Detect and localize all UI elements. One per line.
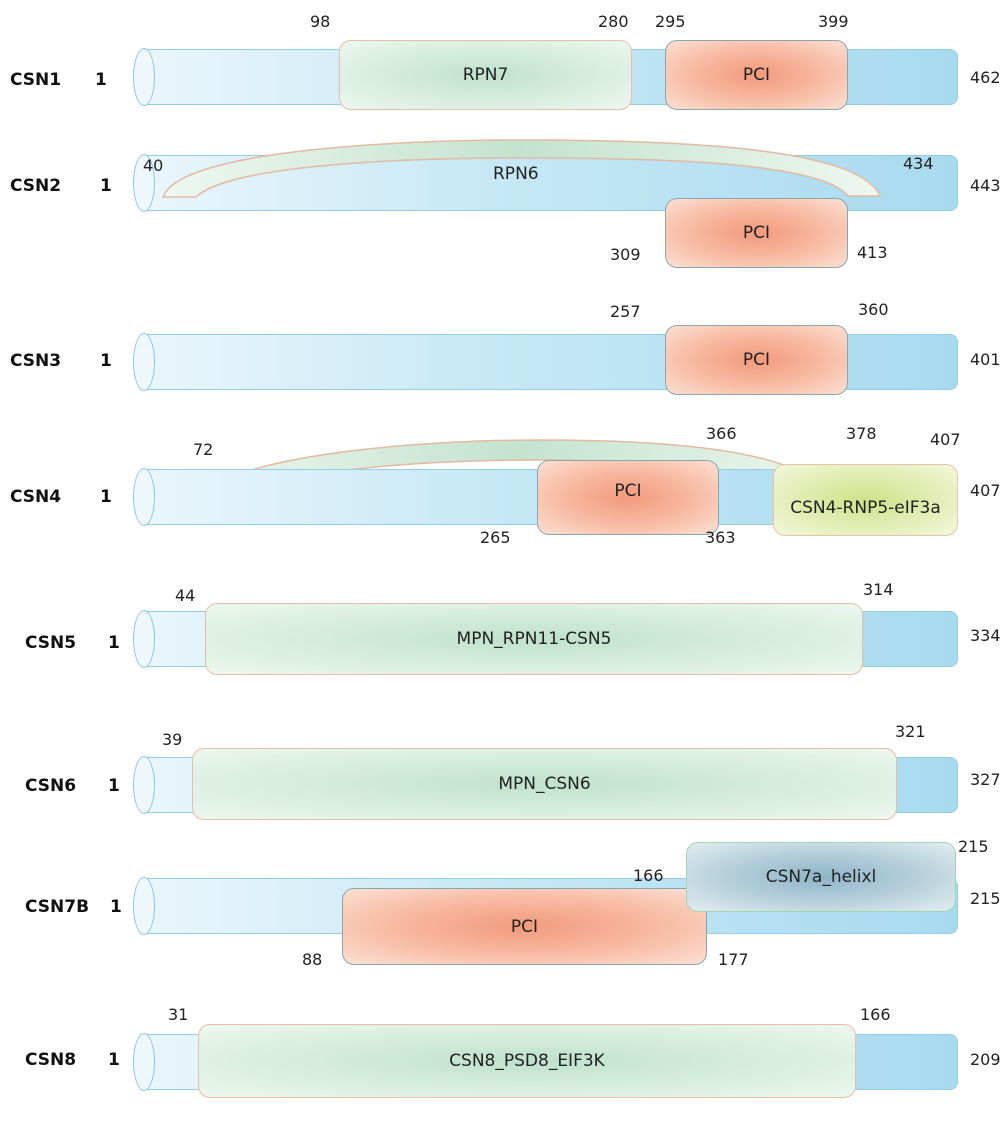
start-position: 1 bbox=[95, 70, 107, 90]
protein-name: CSN3 bbox=[10, 351, 62, 371]
domain-start: 40 bbox=[143, 156, 164, 175]
domain-start: 98 bbox=[310, 12, 331, 31]
start-position: 1 bbox=[108, 1050, 120, 1070]
protein-row-csn7b: CSN7B 1 PCI CSN7a_helixl 166 215 88 177 … bbox=[0, 0, 1008, 969]
domain-end: 363 bbox=[705, 528, 736, 547]
domain-start: 257 bbox=[610, 302, 641, 321]
protein-row-csn6: CSN6 1 MPN_CSN6 39 321 327 bbox=[0, 0, 1008, 820]
domain-start: 39 bbox=[162, 730, 183, 749]
domain-end: 166 bbox=[860, 1005, 891, 1024]
domain-end: 407 bbox=[930, 430, 961, 449]
domain-mpn-csn6: MPN_CSN6 bbox=[192, 748, 897, 820]
domain-start: 72 bbox=[193, 440, 214, 459]
start-position: 1 bbox=[110, 897, 122, 917]
start-position: 1 bbox=[100, 487, 112, 507]
domain-start: 166 bbox=[633, 866, 664, 885]
domain-start: 309 bbox=[610, 245, 641, 264]
domain-rpn6: RPN6 bbox=[493, 164, 539, 184]
backbone-cap bbox=[133, 1033, 155, 1091]
domain-end: 360 bbox=[858, 300, 889, 319]
end-position: 327 bbox=[970, 770, 1001, 789]
start-position: 1 bbox=[108, 776, 120, 796]
backbone-cap bbox=[133, 877, 155, 935]
end-position: 209 bbox=[970, 1050, 1001, 1069]
protein-name: CSN5 bbox=[25, 633, 77, 653]
domain-pci: PCI bbox=[665, 325, 848, 395]
start-position: 1 bbox=[108, 633, 120, 653]
domain-start: 44 bbox=[175, 586, 196, 605]
domain-csn4-rnp5-eif3a: CSN4-RNP5-eIF3a bbox=[773, 464, 958, 536]
backbone-cap bbox=[133, 610, 155, 668]
domain-start: 265 bbox=[480, 528, 511, 547]
backbone-cap bbox=[133, 154, 155, 212]
end-position: 401 bbox=[970, 350, 1001, 369]
domain-mpn-rpn11-csn5: MPN_RPN11-CSN5 bbox=[205, 603, 863, 675]
domain-pci: PCI bbox=[665, 198, 848, 268]
protein-name: CSN7B bbox=[25, 897, 90, 917]
end-position: 215 bbox=[970, 889, 1001, 908]
domain-end: 321 bbox=[895, 722, 926, 741]
start-position: 1 bbox=[100, 176, 112, 196]
protein-row-csn4: CSN4 1 PCI CSN4-RNP5-eIF3a 72 366 378 40… bbox=[0, 0, 1008, 547]
domain-start: 378 bbox=[846, 424, 877, 443]
protein-name: CSN2 bbox=[10, 176, 62, 196]
domain-csn8-psd8-eif3k: CSN8_PSD8_EIF3K bbox=[198, 1024, 856, 1098]
domain-pci: PCI bbox=[342, 888, 707, 965]
domain-start: 31 bbox=[168, 1005, 189, 1024]
protein-name: CSN8 bbox=[25, 1050, 77, 1070]
protein-name: CSN6 bbox=[25, 776, 77, 796]
domain-pci: PCI bbox=[537, 460, 719, 535]
domain-end: 366 bbox=[706, 424, 737, 443]
protein-row-csn8: CSN8 1 CSN8_PSD8_EIF3K 31 166 209 bbox=[0, 0, 1008, 1098]
backbone-cap bbox=[133, 468, 155, 526]
end-position: 443 bbox=[970, 176, 1001, 195]
domain-start: 295 bbox=[655, 12, 686, 31]
domain-pci: PCI bbox=[665, 40, 848, 110]
domain-end: 399 bbox=[818, 12, 849, 31]
domain-end: 434 bbox=[903, 154, 934, 173]
protein-row-csn3: CSN3 1 PCI 257 360 401 bbox=[0, 0, 1008, 395]
backbone-cap bbox=[133, 333, 155, 391]
backbone-cap bbox=[133, 48, 155, 106]
domain-csn7a-helixl: CSN7a_helixl bbox=[686, 842, 956, 912]
protein-row-csn2: CSN2 1 PCI RPN6 40 434 309 413 443 bbox=[0, 0, 1008, 509]
domain-end: 215 bbox=[958, 837, 989, 856]
protein-name: CSN1 bbox=[10, 70, 62, 90]
domain-end: 413 bbox=[857, 243, 888, 262]
end-position: 407 bbox=[970, 481, 1001, 500]
domain-end: 177 bbox=[718, 950, 749, 969]
domain-rpn7: RPN7 bbox=[339, 40, 632, 110]
domain-start: 88 bbox=[302, 950, 323, 969]
domain-end: 280 bbox=[598, 12, 629, 31]
start-position: 1 bbox=[100, 351, 112, 371]
protein-name: CSN4 bbox=[10, 487, 62, 507]
protein-row-csn1: CSN1 1 RPN7 PCI 98 280 295 399 462 bbox=[0, 0, 1008, 120]
protein-row-csn5: CSN5 1 MPN_RPN11-CSN5 44 314 334 bbox=[0, 0, 1008, 675]
domain-end: 314 bbox=[863, 580, 894, 599]
end-position: 334 bbox=[970, 626, 1001, 645]
end-position: 462 bbox=[970, 68, 1001, 87]
backbone-cap bbox=[133, 756, 155, 814]
